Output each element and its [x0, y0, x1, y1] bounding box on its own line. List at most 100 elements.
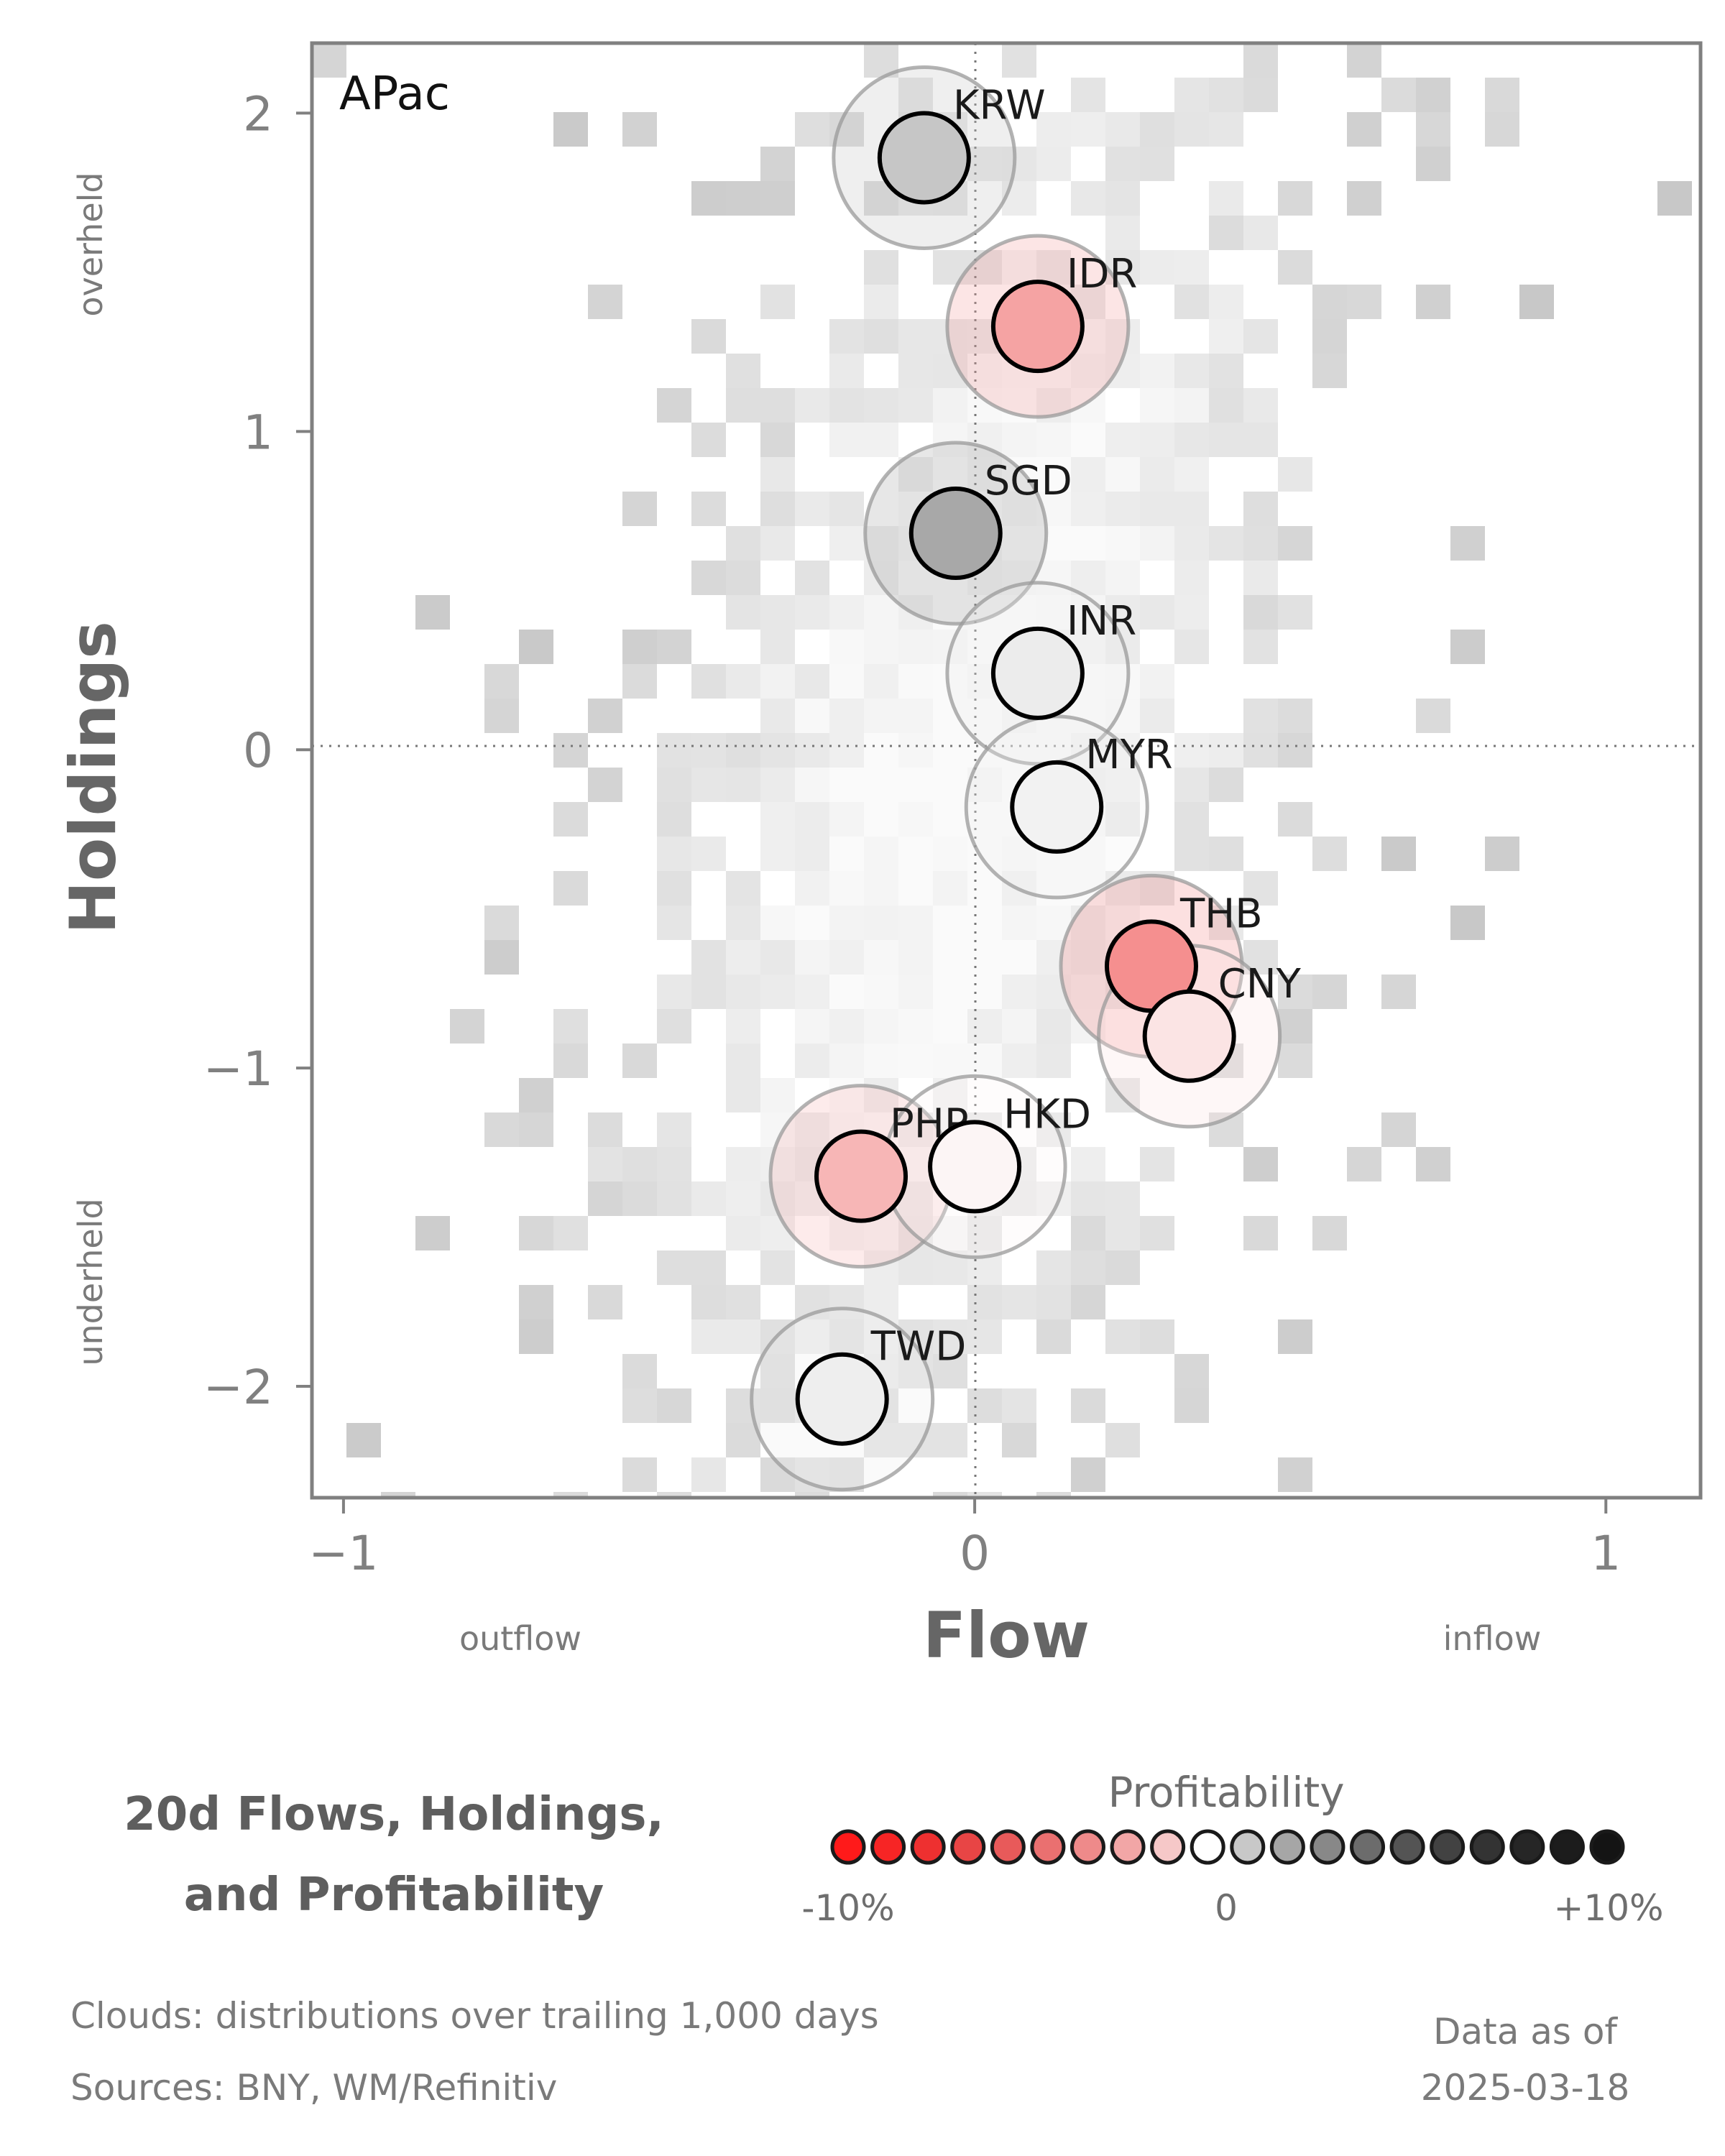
cloud-cell	[864, 423, 898, 457]
cloud-cell	[933, 768, 967, 802]
cloud-cell	[967, 699, 1002, 733]
y-tick-label: 0	[243, 723, 273, 778]
x-side-label-outflow: outflow	[459, 1619, 581, 1658]
cloud-cell	[1036, 595, 1071, 630]
cloud-cell	[829, 423, 864, 457]
cloud-cell	[1174, 768, 1209, 802]
cloud-cell	[657, 768, 691, 802]
cloud-cell	[622, 1388, 657, 1423]
legend-title: Profitability	[1108, 1768, 1344, 1817]
cloud-cell	[760, 630, 795, 664]
y-tick-label: −2	[203, 1360, 273, 1415]
cloud-cell	[829, 1457, 864, 1492]
cloud-cell	[1105, 1423, 1140, 1457]
cloud-cell	[1209, 112, 1243, 147]
cloud-cell	[1174, 112, 1209, 147]
cloud-cell	[760, 1354, 795, 1388]
cloud-cell	[933, 1354, 967, 1388]
cloud-cell	[1105, 595, 1140, 630]
cloud-cell	[829, 595, 864, 630]
cloud-cell	[1347, 285, 1381, 319]
cloud-cell	[1071, 1250, 1105, 1285]
cloud-cell	[829, 871, 864, 906]
cloud-cell	[657, 630, 691, 664]
cloud-cell	[967, 1492, 1002, 1498]
cloud-cell	[1174, 733, 1209, 768]
cloud-cell	[829, 1009, 864, 1044]
cloud-cell	[1312, 837, 1347, 871]
cloud-cell	[864, 285, 898, 319]
cloud-cell	[1071, 1181, 1105, 1216]
cloud-cell	[864, 906, 898, 940]
cloud-cell	[1174, 1388, 1209, 1423]
cloud-cell	[1209, 181, 1243, 216]
cloud-cell	[1381, 78, 1416, 112]
cloud-cell	[1071, 975, 1105, 1009]
cloud-cell	[1174, 354, 1209, 388]
cloud-cell	[450, 1009, 484, 1044]
cloud-cell	[1209, 423, 1243, 457]
cloud-cell	[1209, 354, 1243, 388]
cloud-cell	[1174, 285, 1209, 319]
cloud-cell	[864, 940, 898, 975]
x-tick-label: −1	[308, 1526, 378, 1581]
cloud-cell	[1105, 423, 1140, 457]
cloud-cell	[829, 354, 864, 388]
cloud-cell	[1209, 78, 1243, 112]
cloud-cell	[553, 802, 588, 837]
cloud-cell	[1243, 492, 1278, 526]
cloud-cell	[1036, 147, 1071, 181]
cloud-cell	[898, 595, 933, 630]
cloud-cell	[726, 526, 760, 561]
cloud-cell	[760, 1250, 795, 1285]
cloud-cell	[1105, 1181, 1140, 1216]
cloud-cell	[622, 1044, 657, 1078]
cloud-cell	[967, 1285, 1002, 1319]
y-tick-label: −1	[203, 1041, 273, 1097]
cloud-cell	[1002, 147, 1036, 181]
cloud-cell	[588, 1181, 622, 1216]
cloud-cell	[933, 1492, 967, 1498]
cloud-cell	[933, 940, 967, 975]
cloud-cell	[691, 768, 726, 802]
cloud-cell	[760, 285, 795, 319]
density-cloud	[312, 43, 1692, 1498]
clouds-note: Clouds: distributions over trailing 1,00…	[70, 1995, 879, 2037]
cloud-cell	[1105, 492, 1140, 526]
cloud-cell	[795, 388, 829, 423]
cloud-cell	[898, 78, 933, 112]
cloud-cell	[1140, 526, 1174, 561]
cloud-cell	[1278, 595, 1312, 630]
chart-title-line-2: and Profitability	[184, 1869, 604, 1922]
cloud-cell	[864, 975, 898, 1009]
cloud-cell	[1243, 1216, 1278, 1250]
cloud-cell	[691, 1319, 726, 1354]
bubble-label-krw: KRW	[953, 82, 1046, 129]
cloud-cell	[1243, 216, 1278, 250]
cloud-cell	[1036, 561, 1071, 595]
cloud-cell	[1450, 630, 1485, 664]
cloud-cell	[1278, 181, 1312, 216]
cloud-cell	[1209, 837, 1243, 871]
cloud-cell	[1381, 837, 1416, 871]
cloud-cell	[415, 1216, 450, 1250]
cloud-cell	[691, 561, 726, 595]
x-side-label-inflow: inflow	[1443, 1619, 1542, 1658]
cloud-cell	[726, 940, 760, 975]
cloud-cell	[726, 388, 760, 423]
legend-min-label: -10%	[801, 1887, 894, 1929]
cloud-cell	[760, 595, 795, 630]
cloud-cell	[1140, 388, 1174, 423]
legend-swatch	[870, 1829, 906, 1865]
legend-swatch	[1430, 1829, 1466, 1865]
cloud-cell	[519, 630, 553, 664]
cloud-cell	[864, 1044, 898, 1078]
cloud-cell	[1002, 1388, 1036, 1423]
cloud-cell	[1278, 526, 1312, 561]
cloud-cell	[1450, 526, 1485, 561]
cloud-cell	[933, 733, 967, 768]
bubble-twd	[795, 1352, 889, 1446]
cloud-cell	[1243, 595, 1278, 630]
cloud-cell	[1174, 1354, 1209, 1388]
cloud-cell	[1002, 526, 1036, 561]
